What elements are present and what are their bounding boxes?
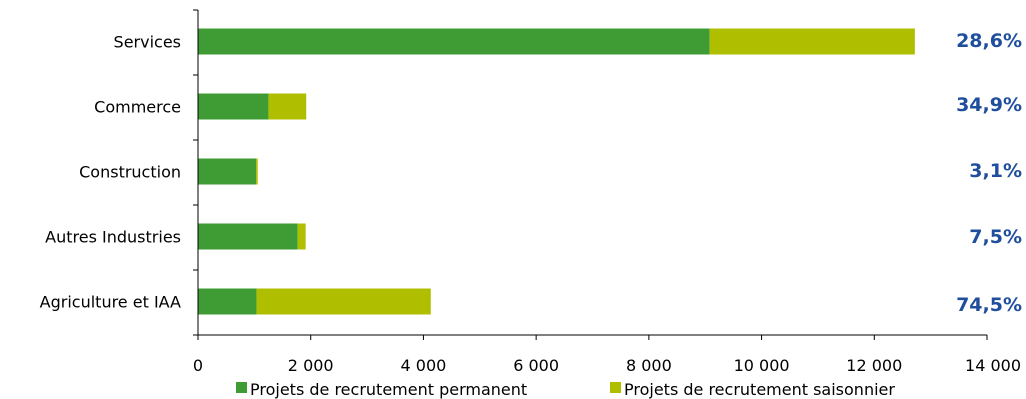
x-tick-label-0: 0 [193,356,203,375]
legend-label-2: Projets de recrutement saisonnier [624,380,895,399]
x-tick-label-4: 8 000 [626,356,672,375]
bar-permanent-4 [198,223,298,250]
category-label-2: Commerce [94,98,181,117]
share-label-4: 7,5% [969,226,1022,248]
category-label-5: Agriculture et IAA [40,293,181,312]
bar-seasonal-4 [297,223,306,250]
legend-swatch-2 [610,382,621,393]
bar-seasonal-3 [256,158,258,185]
category-label-4: Autres Industries [45,228,181,247]
share-label-1: 28,6% [956,30,1022,52]
bar-permanent-5 [198,288,257,315]
x-tick-label-6: 12 000 [846,356,902,375]
bar-seasonal-1 [709,28,915,55]
category-label-3: Construction [79,163,181,182]
bar-seasonal-5 [256,288,431,315]
legend-swatch-1 [236,382,247,393]
x-tick-label-5: 10 000 [734,356,790,375]
category-label-1: Services [114,33,181,52]
bar-permanent-3 [198,158,257,185]
bar-permanent-2 [198,93,269,120]
percentage-labels: 28,6% 34,9% 3,1% 7,5% 74,5% [956,30,1022,316]
share-label-2: 34,9% [956,94,1022,116]
bar-seasonal-2 [268,93,307,120]
bars-group [198,28,915,315]
x-tick-label-2: 4 000 [401,356,447,375]
x-tick-label-7: 14 000 [965,356,1021,375]
bar-permanent-1 [198,28,710,55]
x-tick-label-1: 2 000 [288,356,334,375]
share-label-3: 3,1% [969,160,1022,182]
legend-label-1: Projets de recrutement permanent [250,380,527,399]
x-tick-label-3: 6 000 [513,356,559,375]
legend: Projets de recrutement permanent Projets … [236,380,895,399]
share-label-5: 74,5% [956,294,1022,316]
category-labels: Services Commerce Construction Autres Indus… [40,33,181,312]
axes: 0 2 000 4 000 6 000 8 000 10 000 12 000 14 000 [193,9,1021,375]
